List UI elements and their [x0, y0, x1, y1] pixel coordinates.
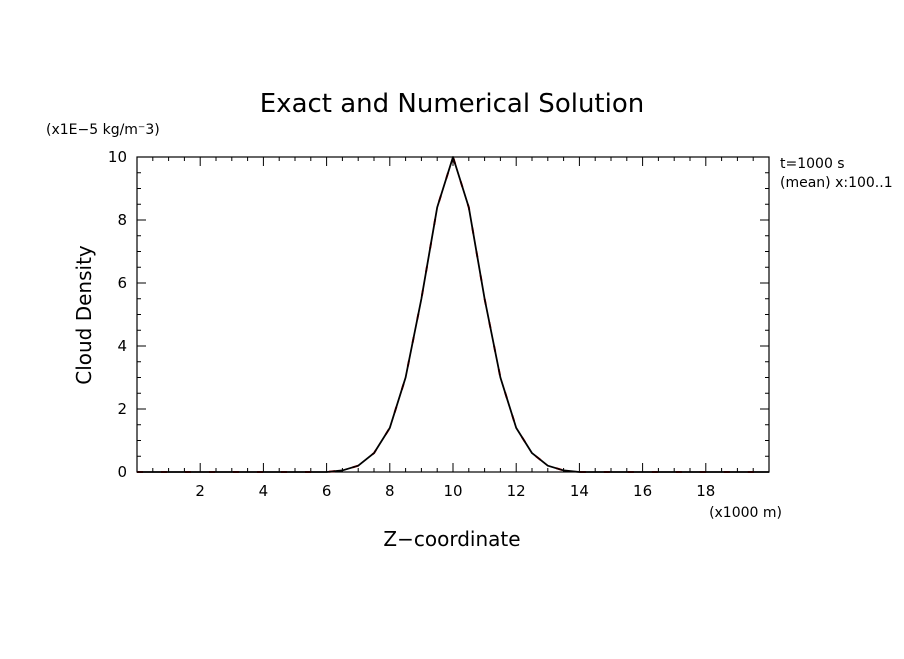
y-unit-label: (x1E−5 kg/m⁻3) — [46, 122, 160, 138]
x-tick-label: 18 — [696, 482, 715, 500]
x-unit-label: (x1000 m) — [709, 505, 782, 521]
x-tick-label: 6 — [322, 482, 332, 500]
y-tick-label: 6 — [117, 274, 127, 292]
chart-title: Exact and Numerical Solution — [260, 89, 644, 119]
series-line-solid — [137, 156, 769, 473]
x-tick-label: 16 — [633, 482, 652, 500]
annotation-mean: (mean) x:100..1 — [780, 175, 893, 191]
x-tick-label: 10 — [443, 482, 462, 500]
x-tick-label: 2 — [195, 482, 205, 500]
y-tick-label: 8 — [117, 211, 127, 229]
plot-frame — [136, 156, 770, 473]
y-tick-label: 10 — [108, 148, 127, 166]
series-line-dashed — [137, 156, 769, 473]
ticks-layer: 2 4 6 8 10 12 14 16 18 0 2 4 6 8 10 — [108, 148, 770, 500]
series-layer — [137, 156, 769, 473]
y-tick-label: 0 — [117, 463, 127, 481]
x-tick-label: 4 — [259, 482, 269, 500]
y-tick-label: 4 — [117, 337, 127, 355]
x-tick-label: 12 — [507, 482, 526, 500]
annotation-time: t=1000 s — [780, 156, 845, 172]
x-axis-label: Z−coordinate — [383, 527, 520, 551]
x-tick-label: 8 — [385, 482, 395, 500]
x-tick-label: 14 — [570, 482, 589, 500]
y-axis-label: Cloud Density — [72, 245, 96, 385]
y-tick-label: 2 — [117, 400, 127, 418]
